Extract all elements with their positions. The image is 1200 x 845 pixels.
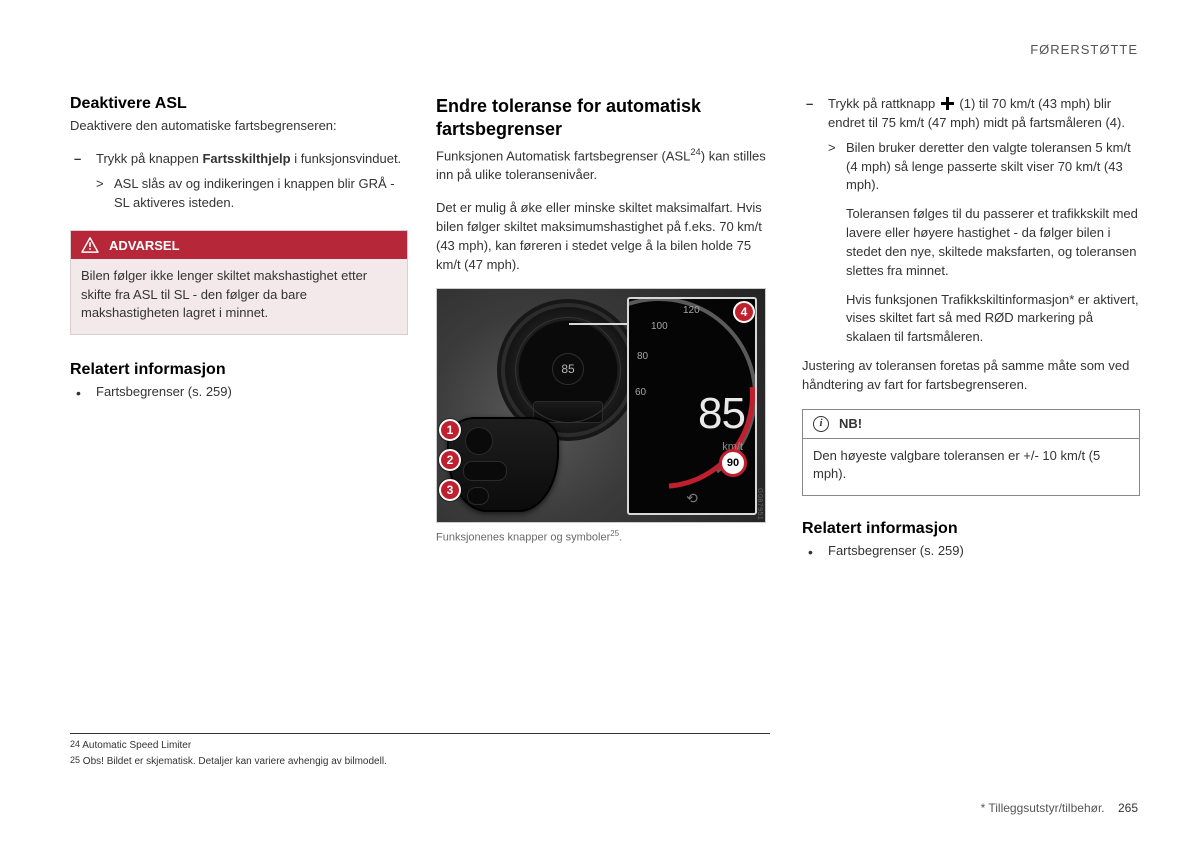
related-info-title-2: Relatert informasjon [802, 520, 1140, 538]
tolerance-title: Endre toleranse for automatisk fartsbegr… [436, 95, 774, 140]
step-1-button-name: Fartsskilthjelp [202, 151, 290, 166]
tick-80: 80 [637, 351, 648, 362]
related-item-1: Fartsbegrenser (s. 259) [70, 383, 408, 402]
keypad-lower-button [467, 487, 489, 505]
step-1-result: ASL slås av og indikeringen i knappen bl… [96, 175, 408, 213]
related-info-title-1: Relatert informasjon [70, 361, 408, 379]
column-1: Deaktivere ASL Deaktivere den automatisk… [70, 95, 408, 565]
tolerance-outro: Justering av toleransen foretas på samme… [802, 357, 1140, 395]
step-1-text-a: Trykk på knappen [96, 151, 202, 166]
speedo-value: 85 [698, 389, 745, 439]
column-3: Trykk på rattknapp (1) til 70 km/t (43 m… [802, 95, 1140, 565]
footnote-24: 24 Automatic Speed Limiter [70, 738, 770, 754]
intro-footnote-24: 24 [690, 147, 700, 157]
accessory-note: * Tilleggsutstyr/tilbehør. [981, 801, 1105, 815]
page-number: 265 [1118, 801, 1138, 815]
fn-24-num: 24 [70, 739, 80, 749]
tick-120: 120 [683, 305, 700, 316]
related-info-list-1: Fartsbegrenser (s. 259) [70, 383, 408, 402]
note-box: i NB! Den høyeste valgbare toleransen er… [802, 409, 1140, 496]
content-columns: Deaktivere ASL Deaktivere den automatisk… [70, 95, 1140, 565]
figure-connector-line [569, 323, 631, 325]
dashboard-schematic: 85 60 80 100 120 85 km/t 90 ⟲ 1 [436, 288, 766, 523]
step-result-2: Toleransen følges til du passerer et tra… [846, 205, 1140, 280]
info-icon: i [813, 416, 829, 432]
step-result-3: Hvis funksjonen Trafikkskiltinformasjon*… [846, 291, 1140, 348]
left-gauge-value: 85 [552, 353, 584, 385]
image-code: G087951 [756, 488, 763, 520]
speed-sign-icon: 90 [719, 449, 747, 477]
warning-box: ADVARSEL Bilen følger ikke lenger skilte… [70, 230, 408, 335]
warning-header: ADVARSEL [71, 231, 407, 259]
tick-60: 60 [635, 387, 646, 398]
page-footer: * Tilleggsutstyr/tilbehør. 265 [981, 801, 1138, 815]
tolerance-intro: Funksjonen Automatisk fartsbegrenser (AS… [436, 146, 774, 185]
plus-icon [941, 97, 954, 110]
warning-triangle-icon [81, 237, 99, 253]
figure-caption: Funksjonenes knapper og symboler25. [436, 529, 774, 545]
dashboard-figure: 85 60 80 100 120 85 km/t 90 ⟲ 1 [436, 288, 774, 545]
column-2: Endre toleranse for automatisk fartsbegr… [436, 95, 774, 565]
related-info-list-2: Fartsbegrenser (s. 259) [802, 542, 1140, 561]
gear-indicator-icon: ⟲ [686, 490, 698, 507]
step-1-text-b: i funksjonsvinduet. [291, 151, 402, 166]
tolerance-steps: Trykk på rattknapp (1) til 70 km/t (43 m… [802, 95, 1140, 347]
tolerance-step: Trykk på rattknapp (1) til 70 km/t (43 m… [802, 95, 1140, 347]
intro-a: Funksjonen Automatisk fartsbegrenser (AS… [436, 148, 690, 163]
left-gauge: 85 [505, 307, 631, 433]
fn-25-num: 25 [70, 755, 80, 765]
footnotes: 24 Automatic Speed Limiter 25 Obs! Bilde… [70, 733, 770, 769]
tick-100: 100 [651, 321, 668, 332]
deactivate-steps: Trykk på knappen Fartsskilthjelp i funks… [70, 150, 408, 213]
warning-label: ADVARSEL [109, 238, 180, 253]
fn-24-text: Automatic Speed Limiter [82, 740, 191, 751]
deactivate-intro: Deaktivere den automatiske fartsbegrense… [70, 117, 408, 136]
note-label: NB! [839, 416, 862, 431]
step-1: Trykk på knappen Fartsskilthjelp i funks… [70, 150, 408, 213]
steering-keypad [447, 417, 559, 512]
note-body: Den høyeste valgbare toleransen er +/- 1… [803, 439, 1139, 495]
caption-a: Funksjonenes knapper og symboler [436, 532, 610, 544]
step-text-a: Trykk på rattknapp [828, 96, 939, 111]
footnote-25: 25 Obs! Bildet er skjematisk. Detaljer k… [70, 754, 770, 770]
section-header: FØRERSTØTTE [1030, 42, 1138, 57]
tolerance-para: Det er mulig å øke eller minske skiltet … [436, 199, 774, 274]
fn-25-text: Obs! Bildet er skjematisk. Detaljer kan … [83, 756, 387, 767]
warning-body: Bilen følger ikke lenger skiltet makshas… [71, 259, 407, 334]
caption-footnote-25: 25 [610, 529, 619, 538]
deactivate-asl-title: Deaktivere ASL [70, 95, 408, 113]
note-header: i NB! [803, 410, 1139, 439]
step-result-1: Bilen bruker deretter den valgte toleran… [828, 139, 1140, 196]
speedometer-panel: 60 80 100 120 85 km/t 90 ⟲ [627, 297, 757, 515]
caption-b: . [619, 532, 622, 544]
related-item-2: Fartsbegrenser (s. 259) [802, 542, 1140, 561]
